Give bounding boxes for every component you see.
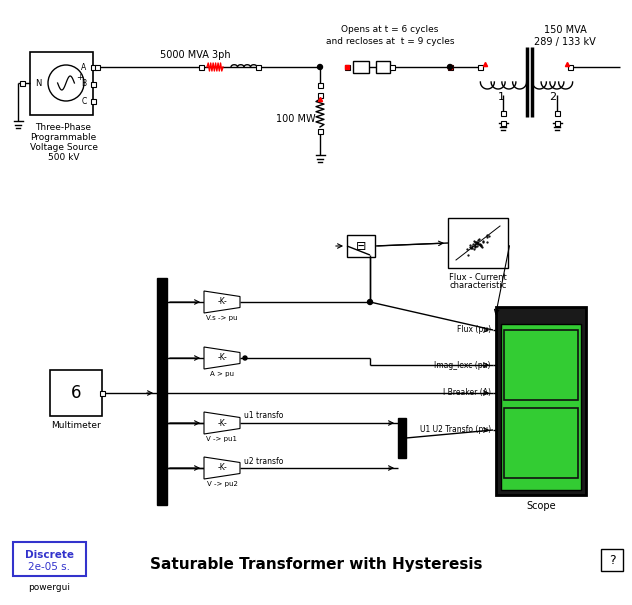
Text: 289 / 133 kV: 289 / 133 kV: [534, 37, 596, 47]
Text: Saturable Transformer with Hysteresis: Saturable Transformer with Hysteresis: [150, 557, 482, 572]
Text: A: A: [82, 62, 87, 71]
Text: 150 MVA: 150 MVA: [544, 25, 586, 35]
Bar: [90, 82, 95, 87]
Bar: [317, 93, 322, 97]
Bar: [478, 65, 482, 70]
Circle shape: [447, 65, 453, 70]
Text: Discrete: Discrete: [25, 550, 74, 560]
Text: characteristic: characteristic: [449, 281, 507, 290]
Text: V.s -> pu: V.s -> pu: [206, 315, 238, 321]
Text: Opens at t = 6 cycles: Opens at t = 6 cycles: [341, 25, 439, 34]
Bar: [496, 307, 586, 495]
Text: Imag_Iexc (pu): Imag_Iexc (pu): [435, 361, 491, 370]
Text: V -> pu2: V -> pu2: [207, 481, 238, 487]
Text: 100 MW: 100 MW: [276, 114, 316, 124]
Text: Flux (pu): Flux (pu): [457, 325, 491, 335]
Bar: [501, 324, 581, 490]
Bar: [255, 65, 260, 70]
Bar: [568, 65, 573, 70]
Text: 6: 6: [71, 384, 82, 402]
Polygon shape: [204, 412, 240, 434]
Text: Multimeter: Multimeter: [51, 422, 101, 431]
Bar: [90, 65, 95, 70]
Circle shape: [367, 299, 372, 304]
Text: u2 transfo: u2 transfo: [244, 457, 283, 465]
Bar: [95, 65, 99, 70]
Circle shape: [317, 65, 322, 70]
Text: Programmable: Programmable: [30, 132, 97, 142]
Bar: [398, 418, 406, 458]
Text: u1 transfo: u1 transfo: [244, 411, 283, 420]
Text: +: +: [76, 73, 83, 82]
Text: Three-Phase: Three-Phase: [35, 122, 92, 131]
Text: B: B: [82, 79, 87, 88]
Text: -K-: -K-: [217, 463, 227, 473]
Text: -K-: -K-: [217, 298, 227, 307]
Bar: [389, 65, 394, 70]
Text: V -> pu1: V -> pu1: [207, 436, 238, 442]
Text: Scope: Scope: [526, 501, 556, 511]
Bar: [317, 82, 322, 88]
Bar: [344, 65, 349, 70]
Text: and recloses at  t = 9 cycles: and recloses at t = 9 cycles: [325, 38, 454, 47]
Polygon shape: [204, 291, 240, 313]
Bar: [501, 111, 506, 116]
Bar: [347, 235, 375, 257]
Text: ?: ?: [609, 554, 616, 566]
Bar: [90, 99, 95, 103]
Bar: [99, 390, 104, 396]
Text: 2: 2: [549, 92, 556, 102]
Bar: [50, 370, 102, 416]
Polygon shape: [204, 457, 240, 479]
Bar: [13, 542, 86, 576]
Bar: [504, 408, 578, 478]
Bar: [501, 120, 506, 125]
Text: -K-: -K-: [217, 353, 227, 362]
Bar: [30, 52, 93, 115]
Circle shape: [243, 356, 247, 360]
Bar: [317, 128, 322, 134]
Polygon shape: [204, 347, 240, 369]
Bar: [554, 120, 559, 125]
Bar: [376, 61, 390, 73]
Text: U1 U2 Transfo (pu): U1 U2 Transfo (pu): [420, 425, 491, 434]
Text: ⊟: ⊟: [356, 240, 367, 252]
Text: 5000 MVA 3ph: 5000 MVA 3ph: [160, 50, 230, 60]
Bar: [448, 218, 508, 268]
Text: -K-: -K-: [217, 419, 227, 428]
Bar: [353, 61, 369, 73]
Bar: [601, 549, 623, 571]
Text: powergui: powergui: [28, 583, 71, 592]
Text: Flux - Current: Flux - Current: [449, 272, 507, 281]
Text: C: C: [82, 97, 87, 105]
Bar: [447, 65, 453, 70]
Text: I Breaker (A): I Breaker (A): [443, 388, 491, 397]
Text: 2e-05 s.: 2e-05 s.: [28, 562, 71, 572]
Text: 1: 1: [498, 92, 505, 102]
Text: N: N: [35, 79, 41, 88]
Text: Voltage Source: Voltage Source: [30, 143, 97, 151]
Bar: [504, 330, 578, 400]
Bar: [198, 65, 204, 70]
Text: A > pu: A > pu: [210, 371, 234, 377]
Text: 500 kV: 500 kV: [48, 152, 79, 162]
Bar: [157, 278, 167, 505]
Bar: [554, 111, 559, 116]
Bar: [20, 80, 25, 85]
